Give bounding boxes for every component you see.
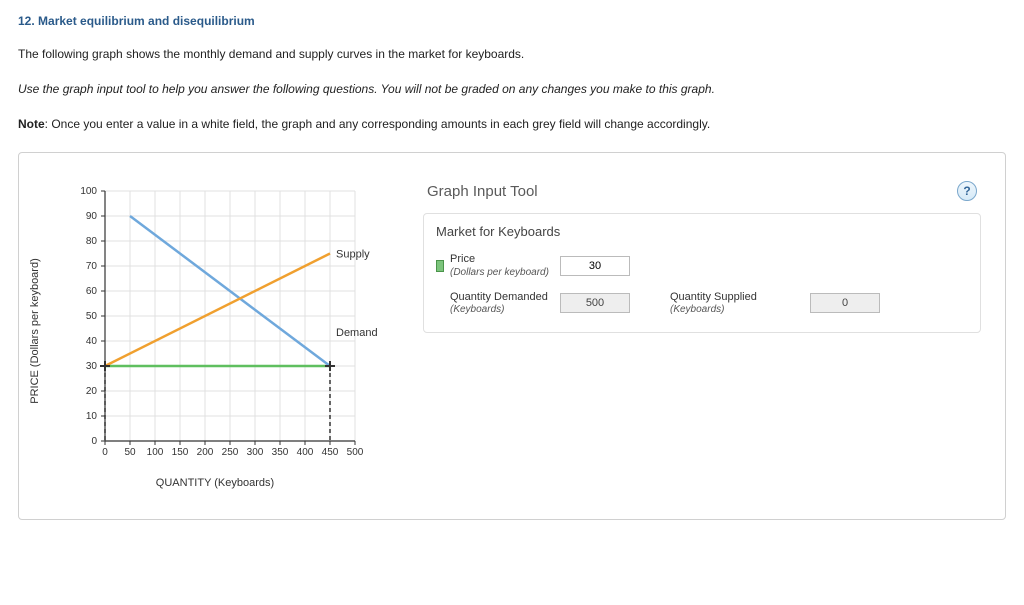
graph-input-tool: Graph Input Tool ? Market for Keyboards …	[415, 171, 989, 336]
qd-sublabel: (Keyboards)	[450, 304, 560, 316]
main-panel: PRICE (Dollars per keyboard) 05010015020…	[18, 152, 1006, 520]
qs-label: Quantity Supplied (Keyboards)	[670, 291, 810, 316]
tool-header: Graph Input Tool ?	[423, 175, 981, 213]
svg-text:40: 40	[86, 336, 98, 347]
question-title: 12. Market equilibrium and disequilibriu…	[18, 14, 1006, 28]
svg-text:Supply: Supply	[336, 249, 370, 261]
x-axis-title: QUANTITY (Keyboards)	[35, 477, 395, 489]
svg-text:Demand: Demand	[336, 327, 378, 339]
svg-text:350: 350	[272, 447, 289, 458]
svg-text:250: 250	[222, 447, 239, 458]
help-button[interactable]: ?	[957, 181, 977, 201]
svg-text:30: 30	[86, 361, 98, 372]
svg-text:100: 100	[80, 186, 97, 197]
svg-text:60: 60	[86, 286, 98, 297]
chart-container: PRICE (Dollars per keyboard) 05010015020…	[35, 171, 395, 491]
svg-text:400: 400	[297, 447, 314, 458]
tool-body: Market for Keyboards Price (Dollars per …	[423, 213, 981, 332]
qd-label: Quantity Demanded (Keyboards)	[450, 291, 560, 316]
note-body: : Once you enter a value in a white fiel…	[45, 117, 711, 131]
question-number: 12.	[18, 14, 35, 28]
qs-sublabel: (Keyboards)	[670, 304, 810, 316]
tool-subtitle: Market for Keyboards	[436, 224, 968, 239]
svg-text:70: 70	[86, 261, 98, 272]
svg-text:450: 450	[322, 447, 339, 458]
price-label-text: Price	[450, 253, 560, 266]
svg-text:80: 80	[86, 236, 98, 247]
y-axis-title: PRICE (Dollars per keyboard)	[29, 259, 41, 405]
price-swatch	[436, 260, 444, 272]
tool-title: Graph Input Tool	[427, 183, 538, 200]
supply-demand-chart[interactable]: 0 50 100 150 200 250 300 350 400 450 500 0 10 20 30 40 5…	[35, 171, 395, 471]
svg-text:200: 200	[197, 447, 214, 458]
svg-text:500: 500	[347, 447, 364, 458]
price-input[interactable]	[560, 256, 630, 276]
instruction-italic: Use the graph input tool to help you ans…	[18, 82, 715, 96]
price-label: Price (Dollars per keyboard)	[450, 253, 560, 278]
svg-text:90: 90	[86, 211, 98, 222]
question-note: Note: Once you enter a value in a white …	[18, 116, 1006, 133]
question-heading: Market equilibrium and disequilibrium	[38, 14, 255, 28]
svg-text:150: 150	[172, 447, 189, 458]
svg-text:20: 20	[86, 386, 98, 397]
svg-text:10: 10	[86, 411, 98, 422]
svg-text:50: 50	[124, 447, 136, 458]
svg-text:50: 50	[86, 311, 98, 322]
svg-text:0: 0	[102, 447, 108, 458]
svg-text:100: 100	[147, 447, 164, 458]
qs-value: 0	[810, 293, 880, 313]
question-intro: The following graph shows the monthly de…	[18, 46, 1006, 63]
qd-label-text: Quantity Demanded	[450, 291, 560, 304]
qs-label-text: Quantity Supplied	[670, 291, 810, 304]
qd-value: 500	[560, 293, 630, 313]
price-sublabel: (Dollars per keyboard)	[450, 267, 560, 279]
svg-text:0: 0	[91, 436, 97, 447]
note-prefix: Note	[18, 117, 45, 131]
svg-text:300: 300	[247, 447, 264, 458]
question-instruction: Use the graph input tool to help you ans…	[18, 81, 1006, 98]
field-grid: Price (Dollars per keyboard) Quantity De…	[436, 253, 968, 315]
